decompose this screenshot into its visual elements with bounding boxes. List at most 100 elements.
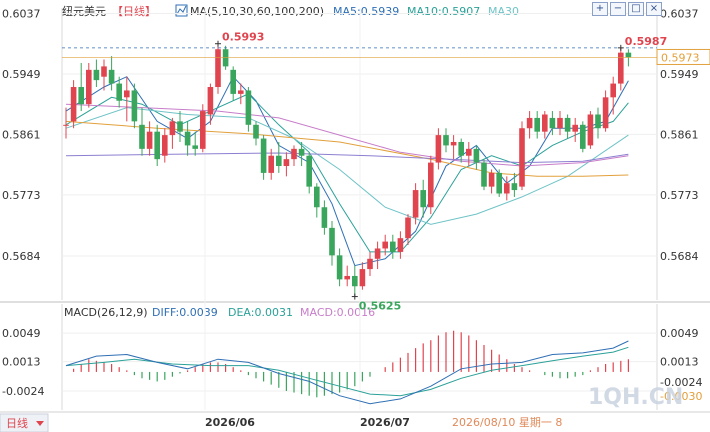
candle-body [352, 275, 358, 287]
candle-body [390, 241, 396, 252]
candle-body [443, 135, 449, 146]
ma200-line [65, 152, 629, 164]
candle-body [412, 190, 419, 218]
footer-tab-arrow-icon [36, 421, 44, 426]
ma-label: MA(5,10,30,60,100,200) [190, 5, 324, 18]
candle-body [602, 97, 609, 129]
candle-body [542, 114, 548, 132]
candle-body [595, 114, 601, 129]
candles [63, 43, 632, 297]
macd-dif-line [65, 340, 629, 405]
macd-axis-left-label: -0.0024 [2, 385, 44, 398]
watermark: 1QH.CN [588, 385, 683, 410]
ma5-line [65, 75, 629, 267]
candle-body [610, 83, 616, 98]
candle-body [435, 135, 442, 163]
candle-body [192, 145, 198, 149]
candle-body [496, 172, 502, 194]
macd-macd-value: MACD:0.0016 [300, 306, 375, 319]
candle-body [108, 69, 115, 84]
candle-body [124, 90, 130, 98]
candle-body [78, 87, 84, 105]
price-axis-right-label: 0.5773 [660, 189, 699, 202]
price-axis-left-label: 0.5684 [2, 250, 41, 263]
candle-body [139, 124, 145, 149]
candle-body [587, 114, 594, 146]
candle-body [572, 124, 578, 132]
candle-body [428, 162, 434, 208]
candle-body [618, 52, 624, 84]
price-axis-left-label: 0.5949 [2, 68, 41, 81]
low-label: 0.5625 [359, 300, 401, 313]
footer-period-tab-label: 日线 [6, 416, 28, 430]
candle-body [200, 111, 206, 149]
candle-body [420, 190, 426, 208]
candle-body [131, 90, 138, 122]
candle-body [458, 141, 464, 156]
symbol-title: 纽元美元 [62, 4, 106, 18]
candle-body [564, 117, 571, 132]
candle-body [306, 155, 312, 187]
cursor-date: 2026/08/10 星期一 8 [452, 416, 562, 429]
candle-body [314, 186, 320, 208]
window-controls: + − □ × [592, 2, 662, 16]
candle-body [101, 66, 107, 77]
zoom-out-button[interactable]: − [610, 2, 626, 16]
candle-body [298, 148, 305, 156]
zoom-in-button[interactable]: + [592, 2, 608, 16]
y-axes: 0.6037 0.6037 0.5949 0.5949 0.5861 0.5861 0.57… [2, 7, 702, 403]
grid [62, 8, 657, 410]
candle-body [329, 227, 335, 256]
candle-body [625, 52, 632, 58]
candle-body [526, 117, 533, 129]
candle-body [382, 241, 388, 249]
high-label: 0.5993 [222, 31, 264, 44]
macd-axis-right-label: 0.0049 [660, 327, 699, 340]
macd-axis-left-label: 0.0049 [2, 327, 41, 340]
period-label[interactable]: 【日线】 [112, 4, 156, 18]
macd-diff-value: DIFF:0.0039 [152, 306, 218, 319]
ma-lines [65, 75, 629, 267]
candle-body [336, 255, 343, 280]
macd-label: MACD(26,12,9) [64, 306, 148, 319]
macd-plot [65, 330, 630, 405]
candle-body [253, 124, 259, 139]
candle-body [70, 87, 77, 122]
price-axis-left-label: 0.5773 [2, 189, 41, 202]
candle-body [154, 131, 160, 160]
price-axis-right-label: 0.5684 [660, 250, 699, 263]
candle-body [238, 90, 244, 94]
candle-body [162, 135, 168, 156]
macd-dea-value: DEA:0.0031 [228, 306, 293, 319]
candle-body [367, 258, 373, 270]
candle-body [534, 117, 540, 132]
candle-body [222, 49, 229, 67]
candle-body [405, 217, 411, 239]
candle-body [276, 155, 282, 167]
price-axis-right-label: 0.5949 [660, 68, 699, 81]
candle-body [146, 131, 153, 149]
price-axis-right-label: 0.6037 [660, 7, 699, 20]
candle-body [466, 148, 472, 156]
close-button[interactable]: × [646, 2, 662, 16]
candle-body [580, 124, 586, 149]
candle-body [359, 269, 366, 287]
x-axis-date-1: 2026/06 [205, 416, 255, 429]
ma60-line [65, 103, 629, 167]
macd-axis-right-label: 0.0013 [660, 356, 699, 369]
candle-body [93, 69, 100, 81]
ma30-value: MA30 [488, 5, 519, 18]
current-price-value: 0.5973 [661, 51, 700, 64]
footer-period-tab[interactable] [0, 413, 49, 432]
macd-dea-line [65, 346, 629, 397]
macd-axis-right-label: -0.0024 [660, 376, 702, 389]
ma10-value: MA10:0.5907 [407, 5, 480, 18]
candle-body [321, 207, 328, 228]
restore-button[interactable]: □ [628, 2, 644, 16]
macd-axis-right-label-alt: -0.0030 [660, 390, 702, 403]
candle-body [230, 69, 236, 94]
candle-body [207, 87, 214, 115]
candle-body [116, 83, 122, 101]
candle-body [245, 90, 252, 125]
price-axis-left-label: 0.6037 [2, 7, 41, 20]
